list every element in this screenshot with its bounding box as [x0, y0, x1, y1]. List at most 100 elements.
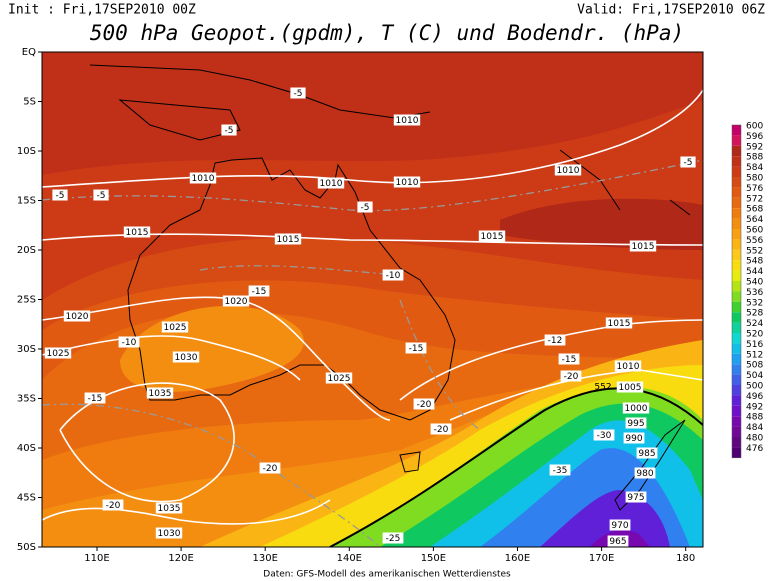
- isobar-label: 1015: [126, 228, 149, 238]
- colorbar-label: 504: [746, 371, 763, 381]
- height-label: 552: [594, 383, 611, 393]
- label-box: [636, 447, 658, 459]
- label-box: [558, 353, 580, 365]
- colorbar-label: 484: [746, 423, 763, 433]
- colorbar-label: 476: [746, 444, 763, 454]
- label-box: [625, 491, 647, 503]
- label-box: [93, 189, 109, 201]
- label-box: [634, 467, 656, 479]
- isobar-label: 1010: [192, 174, 215, 184]
- colorbar-swatch: [732, 364, 741, 375]
- label-box: [605, 317, 633, 329]
- label-box: [248, 285, 270, 297]
- isotherm-label: -20: [417, 400, 432, 410]
- colorbar-label: 520: [746, 330, 763, 340]
- label-box: [405, 342, 427, 354]
- colorbar-label: 496: [746, 392, 763, 402]
- label-box: [393, 176, 421, 188]
- label-box: [155, 502, 183, 514]
- label-box: [607, 535, 629, 547]
- colorbar-label: 572: [746, 194, 763, 204]
- isobar-label: 1035: [149, 389, 172, 399]
- isobar-label: 1025: [164, 323, 187, 333]
- label-box: [478, 230, 506, 242]
- isotherm-label: -35: [553, 466, 568, 476]
- colorbar-swatch: [732, 353, 741, 365]
- colorbar-label: 540: [746, 278, 763, 288]
- colorbar-label: 556: [746, 236, 763, 246]
- isobar-label: 1025: [47, 349, 70, 359]
- lat-label: 25S: [17, 295, 36, 306]
- isotherm: [42, 159, 703, 547]
- label-box: [680, 156, 696, 168]
- label-box: [102, 499, 124, 511]
- isotherm-label: -5: [225, 126, 234, 136]
- isobar-label: 980: [636, 469, 653, 479]
- lon-label: 160E: [505, 553, 530, 564]
- colorbar-swatch: [732, 270, 741, 281]
- label-box: [622, 402, 650, 414]
- colorbar-swatch: [732, 218, 741, 229]
- isobar-label: 1010: [320, 179, 343, 189]
- lat-label: 10S: [17, 146, 36, 157]
- colorbar-swatch: [732, 416, 741, 427]
- label-box: [44, 347, 72, 359]
- colorbar-label: 564: [746, 215, 763, 225]
- label-box: [413, 398, 435, 410]
- isobar-label: 1010: [617, 362, 640, 372]
- isobar-label: 1025: [328, 374, 351, 384]
- lon-label: 140E: [337, 553, 362, 564]
- colorbar-label: 544: [746, 267, 763, 277]
- map-title: 500 hPa Geopot.(gpdm), T (C) und Bodendr…: [90, 21, 684, 45]
- isotherm-label: -30: [597, 431, 612, 441]
- label-box: [357, 201, 373, 213]
- colorbar-label: 588: [746, 153, 763, 163]
- colorbar-swatch: [732, 239, 741, 250]
- height-contour: [329, 387, 703, 547]
- isobar-label: 1010: [557, 166, 580, 176]
- colorbar-swatch: [732, 385, 741, 396]
- lat-label: EQ: [22, 47, 36, 58]
- isotherm-label: -5: [361, 203, 370, 213]
- colorbar-swatch: [732, 135, 741, 146]
- label-box: [616, 381, 644, 393]
- label-box: [325, 372, 353, 384]
- colorbar-swatch: [732, 312, 741, 323]
- label-box: [221, 124, 237, 136]
- colorbar-swatch: [732, 405, 741, 417]
- isotherm-label: -15: [88, 394, 103, 404]
- label-box: [274, 233, 302, 245]
- label-box: [155, 527, 183, 539]
- isotherm-label: -10: [386, 271, 401, 281]
- isotherm-label: -15: [409, 344, 424, 354]
- isobar-label: 1015: [481, 232, 504, 242]
- init-time: Init : Fri,17SEP2010 00Z: [8, 3, 196, 18]
- isobar-label: 1005: [619, 383, 642, 393]
- label-box: [161, 321, 189, 333]
- label-box: [84, 392, 106, 404]
- isotherm-label: -10: [122, 338, 137, 348]
- colorbar-label: 492: [746, 402, 763, 412]
- colorbar-label: 576: [746, 184, 763, 194]
- colorbar-label: 548: [746, 257, 763, 267]
- colorbar-swatch: [732, 437, 741, 448]
- isobar-label: 995: [627, 419, 644, 429]
- isotherm-label: -5: [56, 191, 65, 201]
- colorbar-label: 528: [746, 309, 763, 319]
- lat-label: 40S: [17, 443, 36, 454]
- lat-label: 45S: [17, 493, 36, 504]
- colorbar-label: 524: [746, 319, 763, 329]
- colorbar-swatch: [732, 301, 741, 313]
- colorbar-label: 600: [746, 122, 763, 132]
- data-source: Daten: GFS-Modell des amerikanischen Wet…: [263, 570, 511, 580]
- colorbar-swatch: [732, 145, 741, 157]
- isotherm-label: -5: [684, 158, 693, 168]
- label-box: [118, 336, 140, 348]
- lon-label: 110E: [84, 553, 109, 564]
- lat-label: 35S: [17, 394, 36, 405]
- colorbar-label: 488: [746, 413, 763, 423]
- lat-label: 15S: [17, 196, 36, 207]
- isotherm-label: -15: [252, 287, 267, 297]
- isobar-label: 1030: [175, 353, 198, 363]
